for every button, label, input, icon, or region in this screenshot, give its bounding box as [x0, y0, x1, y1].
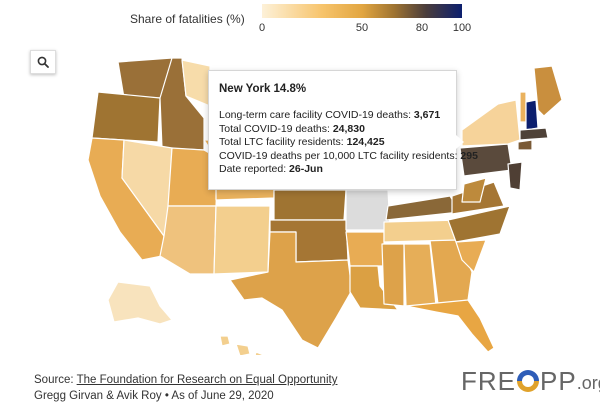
state-oregon[interactable] [91, 91, 161, 143]
search-button[interactable] [30, 50, 56, 74]
state-kentucky[interactable] [385, 195, 461, 221]
legend-color-scale [262, 4, 462, 18]
byline: Gregg Girvan & Avik Roy • As of June 29,… [34, 390, 274, 402]
logo-text-org: .org [576, 373, 600, 393]
logo-text-pp: PP [540, 366, 577, 396]
tooltip-total-deaths: Total COVID-19 deaths: 24,830 [219, 122, 365, 135]
tooltip-ltc-deaths: Long-term care facility COVID-19 deaths:… [219, 109, 441, 121]
state-south-carolina[interactable] [455, 239, 487, 273]
us-map[interactable] [50, 55, 570, 355]
freopp-logo: FRE PP .org [461, 366, 600, 396]
footer: Source: The Foundation for Research on E… [34, 372, 337, 404]
state-mississippi[interactable] [381, 243, 405, 307]
legend-tick-50: 50 [355, 22, 369, 34]
state-new-hampshire[interactable] [525, 99, 539, 131]
source-link[interactable]: The Foundation for Research on Equal Opp… [76, 374, 338, 386]
legend-tick-80: 80 [415, 22, 429, 34]
state-florida[interactable] [405, 299, 495, 353]
state-west-virginia[interactable] [461, 177, 487, 203]
state-arkansas[interactable] [345, 231, 385, 267]
state-vermont[interactable] [519, 91, 527, 123]
logo-o-icon [517, 370, 539, 392]
state-new-york[interactable] [461, 99, 521, 147]
source-line: Source: The Foundation for Research on E… [34, 372, 337, 388]
state-maine[interactable] [533, 65, 563, 117]
state-tooltip: New York 14.8% Long-term care facility C… [208, 70, 478, 190]
legend-title: Share of fatalities (%) [130, 12, 245, 26]
tooltip-title: New York 14.8% [219, 83, 307, 95]
tooltip-ltc-residents: Total LTC facility residents: 124,425 [219, 136, 385, 148]
tooltip-date-reported: Date reported: 26-Jun [219, 163, 323, 175]
state-north-carolina[interactable] [447, 205, 511, 243]
state-new-jersey[interactable] [507, 161, 523, 191]
state-massachusetts[interactable] [519, 127, 549, 141]
legend-tick-0: 0 [258, 22, 266, 34]
tooltip-deaths-per-10000: COVID-19 deaths per 10,000 LTC facility … [219, 149, 478, 162]
state-alaska[interactable] [107, 281, 173, 325]
state-arizona[interactable] [159, 205, 217, 275]
state-texas[interactable] [229, 231, 353, 349]
legend-tick-100: 100 [452, 22, 472, 34]
legend: Share of fatalities (%) 0 50 80 100 [0, 0, 600, 40]
state-kansas[interactable] [273, 189, 347, 221]
source-prefix: Source: [34, 374, 77, 386]
state-connecticut[interactable] [517, 139, 533, 151]
state-hawaii[interactable] [219, 335, 266, 355]
search-icon [37, 56, 49, 68]
logo-text-fre: FRE [461, 366, 516, 396]
state-new-mexico[interactable] [213, 205, 271, 275]
